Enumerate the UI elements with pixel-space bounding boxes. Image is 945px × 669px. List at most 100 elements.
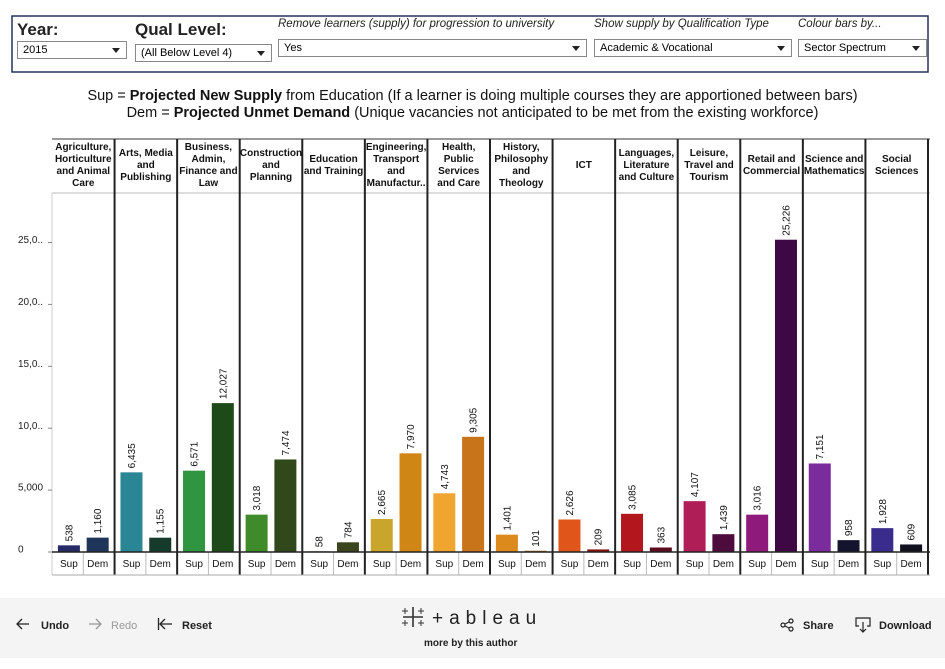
category-header: History, Philosophy and Theology xyxy=(494,142,549,189)
x-tick-label: Sup xyxy=(248,559,266,570)
y-tick-label: 20,0.. xyxy=(18,297,43,308)
bar xyxy=(712,534,735,552)
filter-dropdown[interactable]: Academic & Vocational xyxy=(594,39,792,57)
category-header: Social Sciences xyxy=(875,154,919,177)
filter-label: Remove learners (supply) for progression… xyxy=(278,18,555,30)
value-label: 1,401 xyxy=(502,505,513,530)
value-label: 101 xyxy=(531,530,542,547)
bar xyxy=(462,436,485,552)
tableau-logo-mark xyxy=(402,607,424,627)
x-tick-label: Sup xyxy=(561,559,579,570)
share-icon xyxy=(780,618,794,632)
redo-icon xyxy=(89,618,102,630)
bar xyxy=(558,519,581,552)
bar xyxy=(837,540,860,552)
value-label: 363 xyxy=(656,526,667,543)
x-tick-label: Dem xyxy=(337,559,358,570)
bar xyxy=(871,528,894,552)
x-tick-label: Dem xyxy=(525,559,546,570)
x-tick-label: Dem xyxy=(588,559,609,570)
x-tick-label: Dem xyxy=(400,559,421,570)
value-label: 25,226 xyxy=(781,205,792,236)
category-header: Engineering, Transport and Manufactur.. xyxy=(365,142,427,189)
x-tick-label: Sup xyxy=(748,559,766,570)
subtitle-text: (Unique vacancies not anticipated to be … xyxy=(350,105,819,121)
filter-label: Qual Level: xyxy=(135,20,227,39)
x-tick-label: Sup xyxy=(498,559,516,570)
bar xyxy=(900,544,923,552)
undo-icon xyxy=(16,618,29,630)
bar xyxy=(274,459,297,552)
x-tick-label: Sup xyxy=(185,559,203,570)
undo-button[interactable]: Undo xyxy=(41,620,70,632)
redo-button[interactable]: Redo xyxy=(111,620,138,632)
toolbar: Undo Redo Reset +ableau more by this aut… xyxy=(0,598,945,658)
category-header: Languages, Literature and Culture xyxy=(618,148,675,183)
value-label: 2,665 xyxy=(377,490,388,515)
download-button[interactable]: Download xyxy=(879,620,932,632)
author-link[interactable]: more by this author xyxy=(424,638,518,649)
x-tick-label: Dem xyxy=(650,559,671,570)
bar xyxy=(57,545,80,552)
x-tick-label: Sup xyxy=(373,559,391,570)
bar xyxy=(774,239,797,552)
bar xyxy=(86,537,109,552)
value-label: 6,571 xyxy=(190,441,201,466)
filter-dropdown[interactable]: (All Below Level 4) xyxy=(135,44,272,62)
category-header: Construction and Planning xyxy=(239,148,303,183)
filter-dropdown[interactable]: 2015 xyxy=(17,41,127,59)
value-label: 1,928 xyxy=(878,499,889,524)
tableau-brand[interactable]: +ableau xyxy=(432,608,543,629)
value-label: 1,160 xyxy=(93,508,104,533)
category-header: Health, Public Services and Care xyxy=(437,142,481,189)
reset-button[interactable]: Reset xyxy=(182,620,212,632)
bar xyxy=(399,453,422,552)
subtitle-text: Sup = xyxy=(87,88,130,104)
category-header: Arts, Media and Publishing xyxy=(118,148,173,183)
value-label: 7,474 xyxy=(281,430,292,455)
category-header: Retail and Commercial xyxy=(742,154,801,177)
y-tick-label: 0 xyxy=(18,545,24,556)
value-label: 1,155 xyxy=(156,508,167,533)
value-label: 538 xyxy=(64,524,75,541)
y-tick-label: 15,0.. xyxy=(18,359,43,370)
x-tick-label: Dem xyxy=(150,559,171,570)
x-tick-label: Sup xyxy=(623,559,641,570)
filter-frame xyxy=(11,15,929,73)
value-label: 3,016 xyxy=(753,485,764,510)
x-tick-label: Sup xyxy=(873,559,891,570)
subtitle-emphasis: Projected New Supply xyxy=(129,88,283,104)
value-label: 609 xyxy=(907,523,918,540)
x-tick-label: Sup xyxy=(310,559,328,570)
bar xyxy=(433,493,456,552)
reset-icon xyxy=(157,618,172,630)
x-tick-label: Dem xyxy=(275,559,296,570)
category-header: Business, Admin, Finance and Law xyxy=(179,142,238,189)
share-button[interactable]: Share xyxy=(803,620,834,632)
category-header: Leisure, Travel and Tourism xyxy=(684,148,734,183)
value-label: 209 xyxy=(594,528,605,545)
bar xyxy=(746,514,769,552)
value-label: 4,107 xyxy=(690,472,701,497)
filter-dropdown[interactable]: Sector Spectrum xyxy=(798,39,927,57)
bar xyxy=(245,514,268,552)
bar xyxy=(211,403,234,552)
subtitle-emphasis: Projected Unmet Demand xyxy=(173,105,351,121)
value-label: 784 xyxy=(343,521,354,538)
subtitle-text: Dem = xyxy=(126,105,174,121)
bar xyxy=(149,537,172,552)
x-tick-label: Sup xyxy=(435,559,453,570)
y-tick-label: 25,0.. xyxy=(18,235,43,246)
filter-dropdown[interactable]: Yes xyxy=(278,39,587,57)
filter-label: Colour bars by... xyxy=(798,18,882,30)
x-tick-label: Sup xyxy=(686,559,704,570)
category-header: ICT xyxy=(575,160,592,171)
value-label: 7,970 xyxy=(406,424,417,449)
subtitle-text: from Education (If a learner is doing mu… xyxy=(282,88,858,104)
bar xyxy=(183,470,206,552)
bar xyxy=(808,463,831,552)
category-header: Education and Training xyxy=(303,154,364,177)
bar xyxy=(120,472,143,552)
